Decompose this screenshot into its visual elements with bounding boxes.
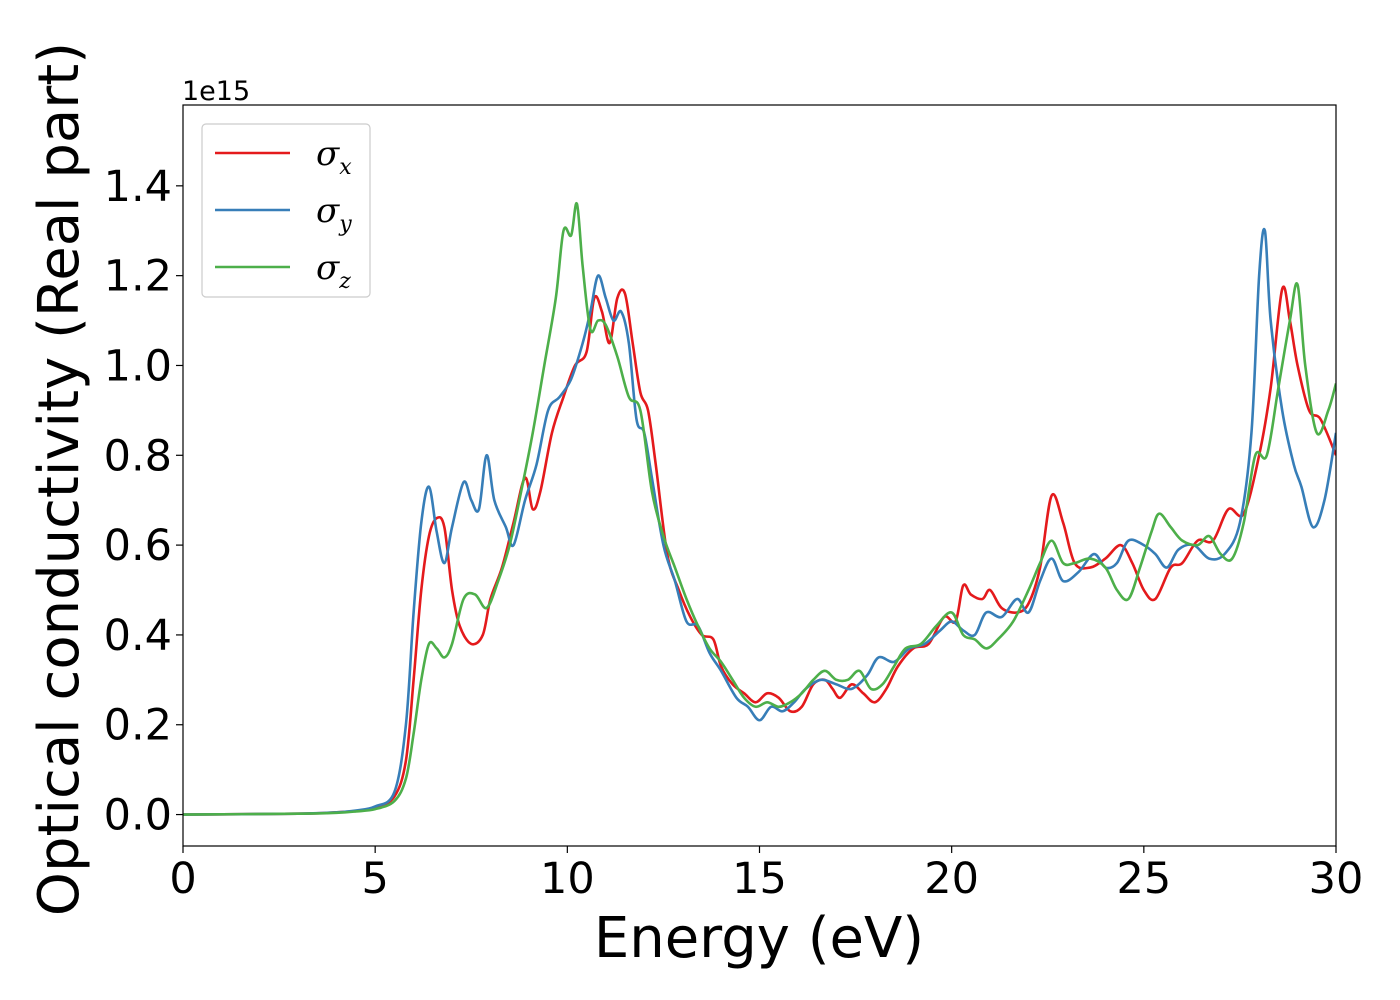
y-offset-label: 1e15: [182, 76, 250, 107]
y-tick-label: 1.2: [104, 252, 172, 302]
x-tick-label: 10: [540, 854, 595, 904]
x-tick-label: 25: [1116, 854, 1171, 904]
y-tick-label: 1.4: [104, 162, 172, 212]
x-tick-label: 5: [361, 854, 388, 904]
y-tick-label: 1.0: [104, 341, 172, 391]
x-axis-title: Energy (eV): [594, 906, 924, 971]
legend-label-y: σy: [316, 191, 352, 237]
legend-symbol: σ: [316, 248, 340, 288]
series-layer: [183, 202, 1336, 816]
legend-subscript: x: [339, 155, 352, 180]
y-axis-title: Optical conductivity (Real part): [27, 42, 92, 916]
y-tick-label: 0.2: [104, 701, 172, 751]
legend-subscript: y: [338, 212, 352, 237]
y-tick-label: 0.8: [104, 431, 172, 481]
legend-symbol: σ: [316, 134, 340, 174]
y-tick-label: 0.0: [104, 791, 172, 841]
legend-subscript: z: [338, 269, 351, 294]
x-tick-label: 20: [924, 854, 979, 904]
legend-label-x: σx: [316, 134, 352, 180]
y-tick-label: 0.4: [104, 611, 172, 661]
x-tick-label: 15: [732, 854, 787, 904]
legend-label-z: σz: [316, 248, 351, 294]
series-line-y: [183, 227, 1336, 816]
y-tick-label: 0.6: [104, 521, 172, 571]
series-line-z: [183, 202, 1336, 816]
series-line-x: [183, 285, 1336, 816]
x-tick-label: 30: [1309, 854, 1364, 904]
ticks-layer: 0 5 10 15 20 25 30 0.0 0.2 0.4 0.6 0.8 1.0 1.2 1.4: [104, 162, 1364, 904]
x-tick-label: 0: [169, 854, 196, 904]
legend-symbol: σ: [316, 191, 340, 231]
